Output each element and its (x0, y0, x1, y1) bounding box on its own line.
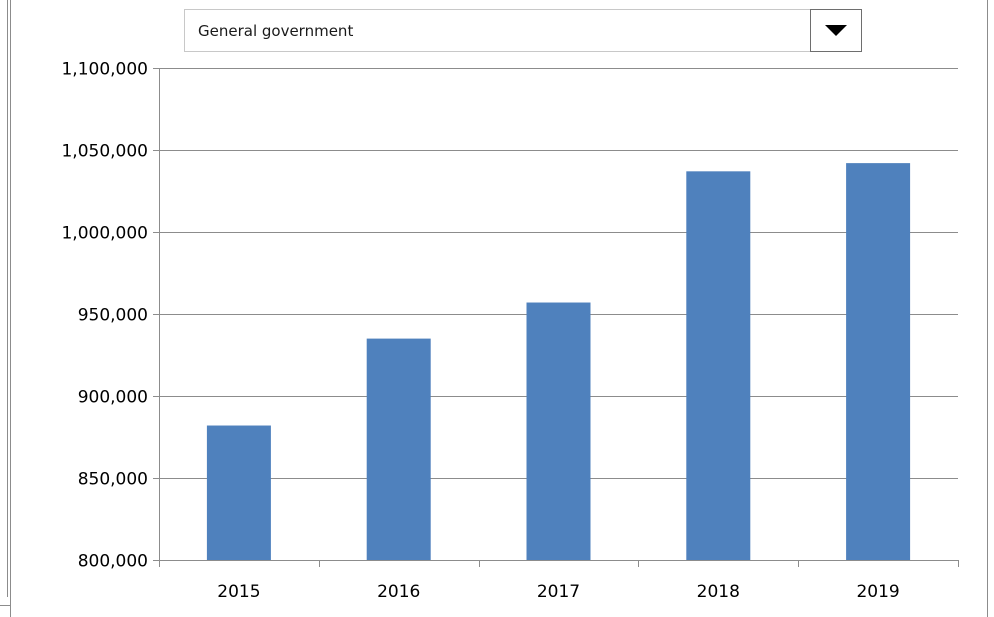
y-tick-label: 950,000 (78, 306, 148, 326)
dropdown-toggle-button[interactable] (810, 9, 862, 52)
triangle-down-icon (825, 25, 847, 36)
y-tick-label: 900,000 (78, 388, 148, 408)
y-tick-label: 1,000,000 (61, 224, 148, 244)
x-tick-label: 2019 (856, 582, 899, 602)
x-tick-label: 2017 (537, 582, 580, 602)
bar (846, 163, 911, 560)
bar (366, 338, 431, 560)
frame-right-border (987, 0, 988, 617)
x-tick-label: 2015 (217, 582, 260, 602)
x-tick-label: 2016 (377, 582, 420, 602)
y-tick-label: 800,000 (78, 552, 148, 572)
bar (686, 171, 751, 560)
bar (526, 302, 591, 560)
frame-left-border (7, 0, 8, 597)
y-tick-label: 1,050,000 (61, 142, 148, 162)
bar (206, 425, 271, 560)
y-tick-label: 850,000 (78, 470, 148, 490)
frame-bottom-border (0, 605, 10, 606)
category-dropdown[interactable]: General government (184, 9, 862, 52)
x-tick-label: 2018 (697, 582, 740, 602)
dropdown-selected-value: General government (198, 22, 354, 40)
frame-left-inner-border (10, 0, 11, 617)
y-tick-label: 1,100,000 (61, 60, 148, 80)
